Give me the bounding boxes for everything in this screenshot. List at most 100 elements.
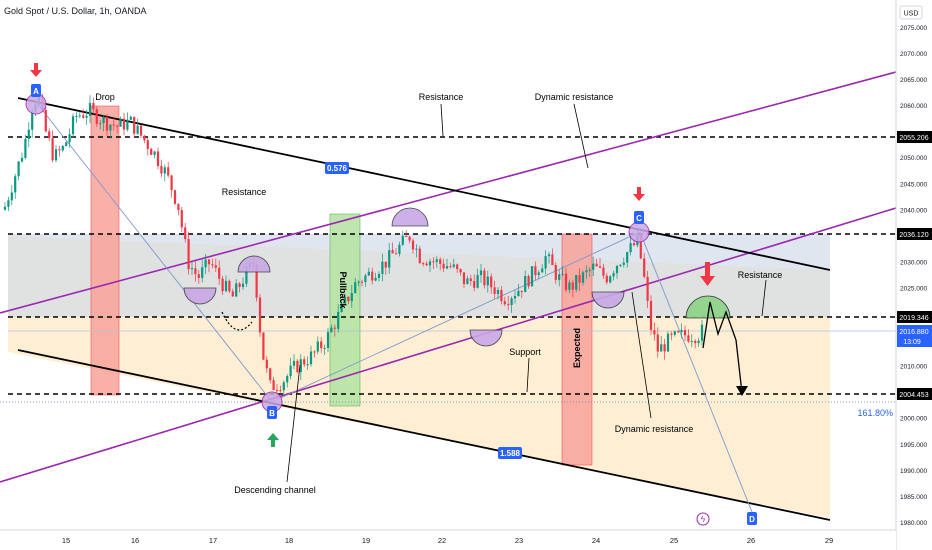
- candle-body: [415, 248, 418, 250]
- point-b-badge: [267, 406, 277, 419]
- candle-body: [510, 298, 513, 306]
- arrow-down-icon: [30, 63, 42, 77]
- candle-body: [626, 252, 629, 263]
- candle-body: [119, 118, 122, 127]
- fib-percent-label: 161.80%: [857, 408, 893, 418]
- candle-body: [530, 266, 534, 287]
- candle-body: [435, 259, 438, 262]
- candle-body: [78, 115, 81, 117]
- pointer-dynamic-top: [573, 103, 589, 169]
- candle-body: [479, 270, 483, 276]
- candle-body: [524, 275, 527, 293]
- level-tag-2036-text: 2036.120: [899, 232, 928, 239]
- arrow-up-icon: [267, 433, 279, 447]
- candle-body: [112, 124, 115, 126]
- channel-top-line[interactable]: [17, 97, 831, 271]
- candle-body: [296, 360, 299, 373]
- candle-body: [309, 351, 313, 365]
- candle-body: [493, 287, 496, 294]
- annotation-descending-channel: Descending channel: [234, 485, 316, 495]
- candle-body: [687, 335, 690, 342]
- chart-title: Gold Spot / U.S. Dollar, 1h, OANDA: [4, 6, 147, 16]
- level-tag-2019: [897, 311, 932, 323]
- candle-body: [476, 275, 479, 288]
- dynamic-resistance-lower-line[interactable]: [0, 207, 897, 483]
- candle-body: [653, 330, 656, 335]
- candle-body: [371, 271, 374, 281]
- candlestick-series: [3, 93, 704, 398]
- candle-body: [513, 296, 517, 299]
- time-tick-label: 24: [592, 536, 600, 545]
- candle-body: [299, 359, 302, 373]
- point-c-label: C: [636, 214, 642, 223]
- time-tick-label: 16: [131, 536, 139, 545]
- candle-body: [51, 138, 54, 161]
- candle-body: [541, 268, 544, 273]
- lightning-icon[interactable]: [696, 512, 710, 526]
- candle-body: [231, 291, 234, 297]
- candle-body: [547, 254, 551, 257]
- channel-bottom-line[interactable]: [17, 349, 831, 521]
- point-a-badge: [31, 84, 41, 97]
- candle-body: [490, 276, 493, 288]
- candle-body: [146, 140, 149, 149]
- candle-body: [173, 190, 177, 204]
- level-tag-2055-text: 2055.206: [899, 135, 928, 142]
- candle-body: [180, 210, 183, 228]
- time-tick-label: 17: [209, 536, 217, 545]
- pointer-resistance-top: [440, 103, 444, 137]
- candle-body: [306, 364, 309, 366]
- candle-body: [330, 327, 333, 333]
- candle-body: [316, 341, 319, 352]
- candle-body: [211, 264, 214, 266]
- candle-body: [61, 145, 64, 151]
- price-tick-label: 2025.000: [900, 285, 927, 292]
- candle-body: [537, 272, 540, 276]
- candle-body: [449, 266, 452, 268]
- level-tag-2036: [897, 228, 932, 240]
- candle-body: [619, 264, 622, 266]
- candle-body: [170, 175, 173, 191]
- price-tick-label: 1985.000: [900, 494, 927, 501]
- dynamic-resistance-upper-line[interactable]: [0, 71, 897, 314]
- candle-body: [235, 283, 238, 297]
- candle-body: [156, 151, 160, 166]
- price-axis[interactable]: [896, 0, 932, 550]
- price-tick-label: 2030.000: [900, 259, 927, 266]
- candle-body: [592, 263, 595, 270]
- candle-body: [588, 269, 591, 271]
- candle-body: [680, 329, 683, 332]
- level-tag-2055: [897, 131, 932, 143]
- candle-body: [391, 250, 394, 254]
- currency-label: USD: [904, 11, 919, 18]
- candle-body: [551, 254, 554, 266]
- price-tick-label: 2045.000: [900, 181, 927, 188]
- candle-body: [167, 167, 170, 176]
- candle-body: [649, 300, 653, 331]
- candle-body: [469, 278, 472, 282]
- candle-body: [221, 278, 224, 292]
- candle-body: [163, 167, 166, 174]
- candle-body: [20, 157, 24, 162]
- level-tag-2004: [897, 388, 932, 400]
- candle-body: [585, 270, 588, 273]
- candle-body: [700, 324, 704, 341]
- candle-body: [462, 272, 466, 285]
- candle-body: [241, 283, 245, 288]
- candle-body: [527, 275, 530, 287]
- price-tick-label: 1980.000: [900, 520, 927, 527]
- currency-badge[interactable]: [899, 5, 923, 20]
- annotation-dynamic-resistance-bottom: Dynamic resistance: [615, 424, 694, 434]
- point-c-badge: [634, 211, 644, 224]
- annotation-dynamic-resistance-top: Dynamic resistance: [535, 92, 614, 102]
- candle-body: [646, 276, 649, 301]
- dotted-curve: [221, 311, 253, 331]
- projection-zigzag: [702, 301, 743, 394]
- candle-body: [418, 248, 421, 264]
- time-axis[interactable]: [0, 530, 896, 550]
- candle-body: [92, 103, 95, 110]
- candle-body: [507, 304, 510, 306]
- candle-body: [102, 116, 105, 124]
- candle-body: [643, 258, 646, 277]
